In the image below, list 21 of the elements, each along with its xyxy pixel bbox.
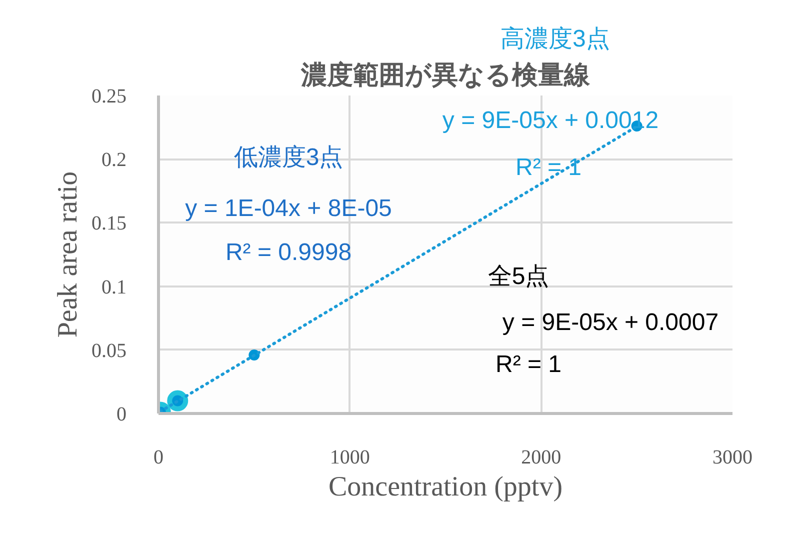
y-axis-title: Peak area ratio xyxy=(52,171,84,338)
annotation: R² = 0.9998 xyxy=(225,239,352,266)
y-tick-label: 0.05 xyxy=(92,340,126,362)
annotation: y = 9E-05x + 0.0007 xyxy=(502,309,719,336)
text: 高濃度3点 xyxy=(500,26,610,52)
y-tick-label: 0.25 xyxy=(92,86,126,108)
annotation: R² = 1 xyxy=(495,351,562,378)
x-tick-label: 0 xyxy=(154,446,164,468)
annotation: y = 9E-05x + 0.0012 xyxy=(442,107,659,134)
y-tick-label: 0.15 xyxy=(92,212,126,235)
y-tick-label: 0 xyxy=(116,404,126,426)
x-tick-label: 2000 xyxy=(521,446,562,468)
y-tick-label: 0.2 xyxy=(102,149,126,172)
chart-title: 濃度範囲が異なる検量線 xyxy=(300,60,591,90)
y-tick-label: 0.1 xyxy=(102,276,126,298)
annotation: y = 1E-04x + 8E-05 xyxy=(185,195,392,222)
annotation: 全5点 xyxy=(488,263,550,290)
x-axis-title: Concentration (pptv) xyxy=(328,472,563,502)
x-tick-label: 1000 xyxy=(330,446,370,468)
annotation: 低濃度3点 xyxy=(234,144,344,171)
x-tick-label: 3000 xyxy=(712,446,752,468)
